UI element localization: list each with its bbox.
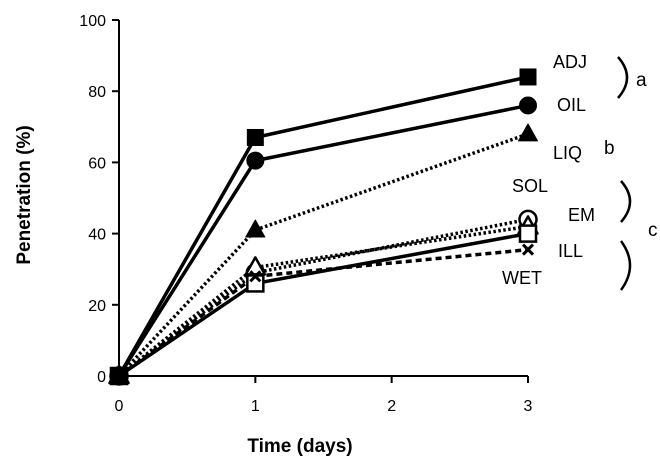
x-tick-label-3: 3 (524, 398, 533, 415)
y-axis-title: Penetration (%) (14, 125, 35, 264)
x-tick-label-0: 0 (115, 398, 124, 415)
x-tick-label-1: 1 (251, 398, 260, 415)
series-label-wet: WET (502, 268, 542, 288)
marker-adj-x3 (519, 68, 537, 86)
y-tick-label-80: 80 (88, 84, 106, 101)
series-markers (108, 68, 539, 386)
y-tick-label-20: 20 (88, 298, 106, 315)
y-tick-label-0: 0 (97, 369, 106, 386)
group-bracket-a-0 (617, 56, 629, 99)
marker-adj-x1 (246, 128, 264, 146)
series-lines (117, 75, 529, 378)
axes: 0 20 40 60 80 100 0 1 2 3 (79, 13, 532, 415)
marker-wet-x3 (521, 243, 535, 256)
group-letter-b: b (604, 138, 615, 159)
series-label-adj: ADJ (553, 52, 587, 72)
marker-liq-x3 (518, 123, 538, 142)
series-label-em: EM (568, 205, 595, 225)
series-label-ill: ILL (558, 241, 583, 261)
marker-liq-x1 (245, 219, 266, 238)
series-label-liq: LIQ (553, 143, 582, 163)
series-line-sol (117, 217, 529, 378)
marker-liq-x0 (109, 365, 129, 384)
series-line-liq (117, 132, 529, 378)
x-axis-title: Time (days) (247, 436, 352, 457)
series-label-oil: OIL (557, 95, 586, 115)
series-label-sol: SOL (512, 176, 548, 196)
marker-oil-x3 (519, 96, 537, 115)
y-tick-label-60: 60 (88, 155, 106, 172)
y-tick-label-40: 40 (88, 227, 106, 244)
marker-ill-x3 (518, 224, 538, 243)
group-bracket-c-1 (619, 240, 632, 291)
group-letter-c: c (648, 220, 658, 241)
marker-oil-x1 (246, 151, 265, 170)
y-tick-label-100: 100 (79, 13, 106, 30)
series-line-wet (117, 247, 529, 378)
x-tick-label-2: 2 (387, 398, 396, 415)
group-brackets: a b c (604, 56, 658, 291)
group-bracket-c-0 (620, 180, 632, 223)
group-letter-a: a (636, 70, 647, 91)
marker-wet-x1 (249, 270, 262, 283)
series-line-em (117, 224, 529, 378)
